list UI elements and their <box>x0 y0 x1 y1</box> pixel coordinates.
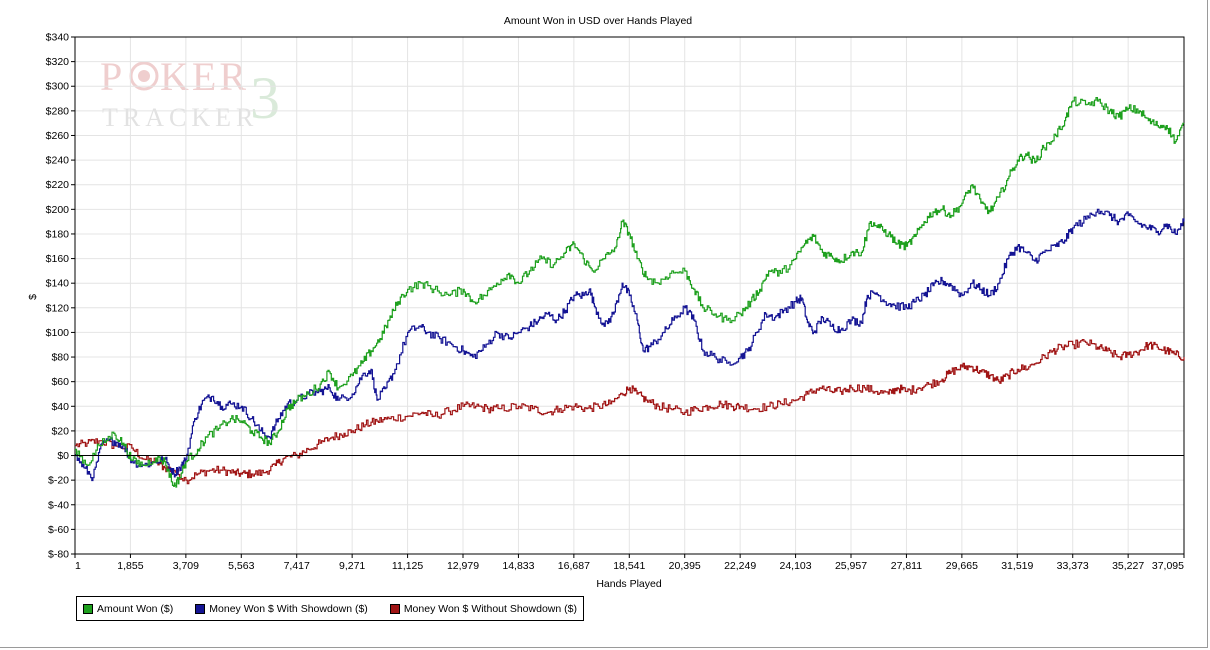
y-tick-label: $140 <box>46 278 70 290</box>
logo-badge: 3 <box>250 65 280 131</box>
y-tick-label: $60 <box>51 376 69 388</box>
logo-chip-icon <box>129 61 159 91</box>
x-tick-label: 31,519 <box>1001 560 1033 572</box>
series-line <box>75 96 1185 488</box>
legend-entry-with-showdown: Money Won $ With Showdown ($) <box>195 603 368 615</box>
x-tick-label: 3,709 <box>173 560 199 572</box>
y-tick-label: $240 <box>46 155 70 167</box>
x-tick-label: 14,833 <box>502 560 534 572</box>
y-tick-label: $120 <box>46 302 70 314</box>
y-tick-label: $200 <box>46 204 70 216</box>
y-tick-label: $-20 <box>48 475 69 487</box>
series-line <box>75 339 1185 485</box>
legend-swatch <box>195 603 206 614</box>
y-tick-label: $100 <box>46 327 70 339</box>
y-tick-label: $340 <box>46 32 70 44</box>
y-tick-label: $220 <box>46 179 70 191</box>
x-tick-label: 25,957 <box>835 560 867 572</box>
chart-title: Amount Won in USD over Hands Played <box>504 15 692 27</box>
y-tick-label: $80 <box>51 352 69 364</box>
y-axis-ticks: $-80 $-60 $-40 $-20 $0 $20 $40 $60 $80 $100 $120 $1… <box>46 32 75 561</box>
x-tick-label: 9,271 <box>339 560 365 572</box>
legend-entry-amount-won: Amount Won ($) <box>83 603 173 615</box>
chart-legend: Amount Won ($) Money Won $ With Showdown… <box>76 596 584 621</box>
x-tick-label: 11,125 <box>392 560 423 572</box>
y-tick-label: $320 <box>46 56 70 68</box>
legend-swatch <box>83 603 93 614</box>
x-tick-label: 24,103 <box>780 560 812 572</box>
pokertracker-logo: P KER TRACKER 3 <box>100 56 280 132</box>
legend-label: Amount Won ($) <box>97 602 174 615</box>
y-tick-label: $-60 <box>48 524 69 536</box>
logo-line1: P <box>100 56 125 99</box>
x-tick-label: 27,811 <box>891 560 922 572</box>
x-axis-label: Hands Played <box>596 578 662 590</box>
y-tick-label: $20 <box>51 425 69 437</box>
legend-swatch <box>389 603 400 614</box>
legend-label: Money Won $ With Showdown ($) <box>209 602 368 615</box>
x-tick-label: 35,227 <box>1112 560 1144 572</box>
x-tick-label: 12,979 <box>447 560 479 572</box>
y-tick-label: $280 <box>46 105 70 117</box>
x-tick-label: 7,417 <box>284 560 310 572</box>
x-tick-label: 37,095 <box>1152 560 1184 572</box>
y-tick-label: $40 <box>51 401 69 413</box>
x-axis-ticks: 1 1,855 3,709 5,563 7,417 9,271 11,125 12,979 14… <box>74 554 1185 572</box>
y-tick-label: $0 <box>57 450 69 462</box>
x-tick-label: 20,395 <box>669 560 701 572</box>
svg-text:KER: KER <box>160 56 249 99</box>
logo-line2: TRACKER <box>102 103 258 132</box>
y-tick-label: $260 <box>46 130 70 142</box>
x-tick-label: 29,665 <box>946 560 978 572</box>
y-tick-label: $180 <box>46 228 70 240</box>
x-tick-label: 22,249 <box>724 560 756 572</box>
series-line <box>75 208 1185 482</box>
x-tick-label: 16,687 <box>558 560 590 572</box>
series-lines <box>75 96 1185 488</box>
legend-label: Money Won $ Without Showdown ($) <box>403 602 577 615</box>
legend-entry-without-showdown: Money Won $ Without Showdown ($) <box>389 602 577 615</box>
y-tick-label: $-40 <box>48 499 69 511</box>
x-tick-label: 5,563 <box>228 560 254 572</box>
y-tick-label: $160 <box>46 253 70 265</box>
x-tick-label: 33,373 <box>1057 560 1089 572</box>
x-tick-label: 1 <box>75 560 81 572</box>
x-tick-label: 1,855 <box>117 560 143 572</box>
x-tick-label: 18,541 <box>613 560 645 572</box>
y-tick-label: $300 <box>46 81 70 93</box>
y-axis-label: $ <box>27 294 39 300</box>
y-tick-label: $-80 <box>48 549 69 561</box>
